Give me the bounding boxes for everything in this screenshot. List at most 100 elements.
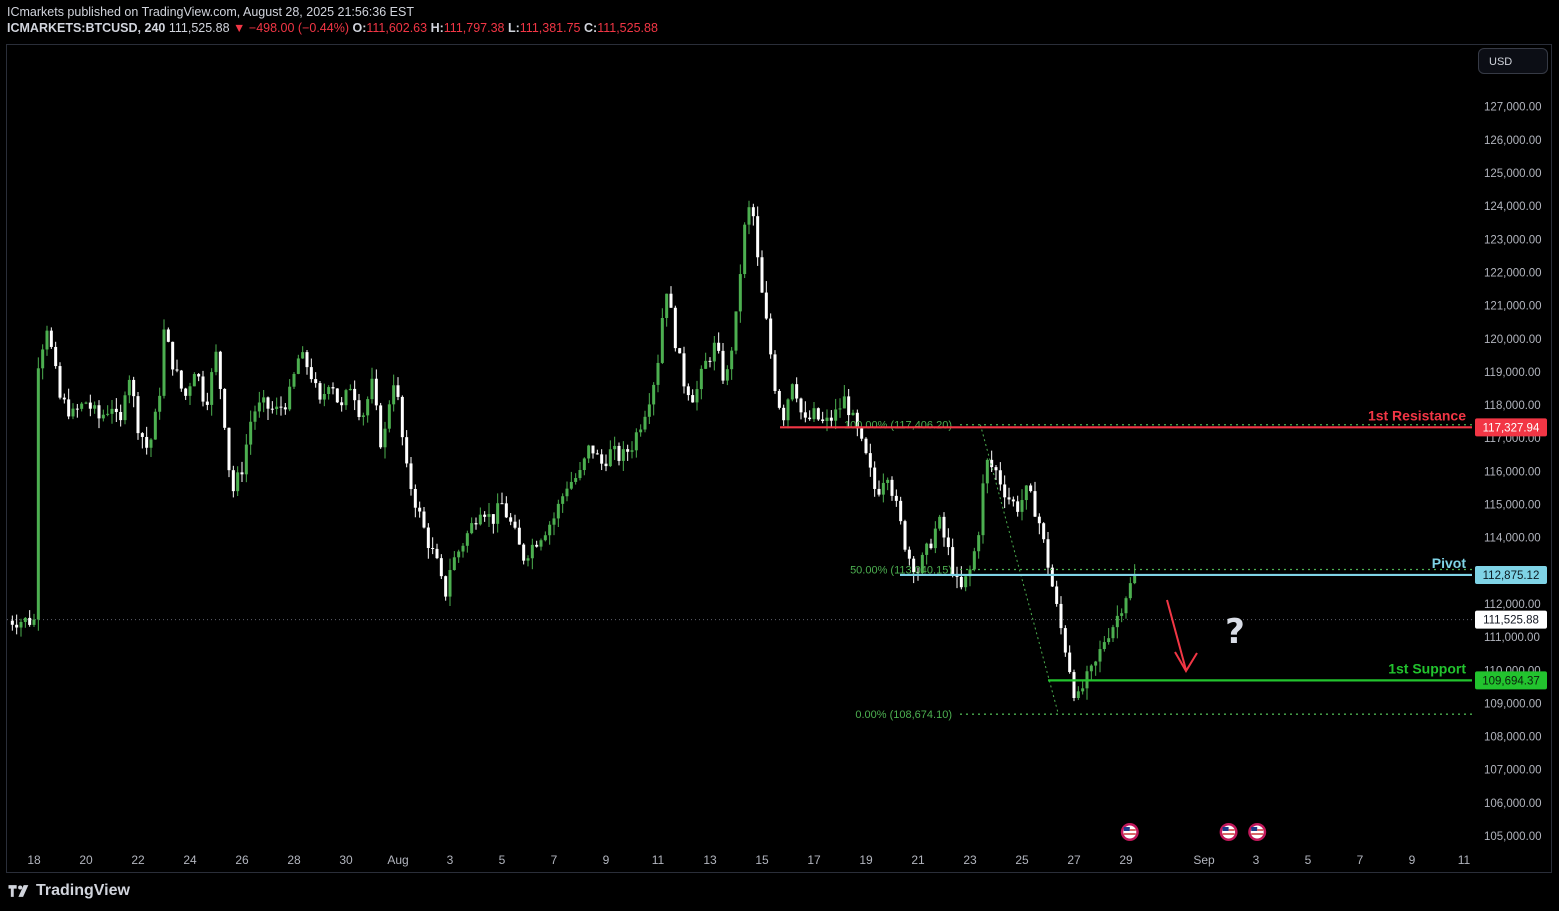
- candle-body: [357, 400, 361, 418]
- candle-body: [418, 507, 422, 512]
- y-tick-label: 105,000.00: [1484, 831, 1542, 843]
- candle-body: [925, 543, 929, 555]
- candle-body: [920, 554, 924, 574]
- candle-body: [171, 341, 175, 370]
- last-price-tag: [1475, 610, 1547, 629]
- symbol-label: ICMARKETS:BTCUSD, 240: [7, 21, 166, 35]
- candle-body: [236, 472, 240, 492]
- candle-body: [929, 543, 933, 549]
- candle-body: [582, 458, 586, 471]
- chart-frame: [6, 44, 1552, 873]
- candle-body: [1098, 649, 1102, 662]
- candle-body: [808, 417, 812, 420]
- y-tick-label: 109,000.00: [1484, 698, 1542, 710]
- publisher-line: ICmarkets published on TradingView.com, …: [7, 5, 414, 19]
- candle-body: [799, 398, 803, 413]
- candle-body: [275, 406, 279, 410]
- candle-body: [790, 384, 794, 400]
- candle-body: [465, 533, 469, 546]
- candle-body: [491, 514, 495, 524]
- candle-body: [1046, 539, 1050, 568]
- y-tick-label: 123,000.00: [1484, 234, 1542, 246]
- candle-body: [470, 523, 474, 534]
- candle-body: [673, 307, 677, 349]
- us-event-flag-canton: [1251, 827, 1258, 831]
- candle-body: [405, 437, 409, 464]
- candle-body: [959, 576, 963, 588]
- question-mark-annotation: ?: [1225, 612, 1245, 652]
- candle-body: [218, 351, 222, 389]
- candle-body: [80, 403, 84, 409]
- currency-button[interactable]: USD: [1478, 48, 1548, 74]
- candle-body: [257, 402, 261, 412]
- candle-body: [71, 408, 75, 417]
- candle-body: [123, 395, 127, 421]
- candle-body: [240, 472, 244, 475]
- candle-body: [461, 545, 465, 552]
- red-arrow-icon: [1174, 651, 1198, 673]
- candle-body: [327, 387, 331, 394]
- candle-body: [1050, 567, 1054, 587]
- y-tick-label: 125,000.00: [1484, 168, 1542, 180]
- candle-body: [344, 390, 348, 406]
- y-tick-label: 115,000.00: [1484, 500, 1541, 512]
- candle-body: [530, 544, 534, 559]
- candle-body: [305, 352, 309, 368]
- last-price-tag-text: 111,525.88: [1483, 615, 1539, 627]
- x-tick-label: 13: [703, 853, 717, 867]
- candle-body: [370, 378, 374, 400]
- candle-body: [526, 558, 530, 561]
- candle-body: [574, 478, 578, 482]
- x-tick-label: 19: [859, 853, 873, 867]
- candle-body: [565, 488, 569, 497]
- candle-body: [67, 399, 71, 417]
- candle-body: [1011, 499, 1015, 502]
- candle-body: [985, 459, 989, 484]
- candle-body: [374, 378, 378, 406]
- y-tick-label: 111,000.00: [1484, 632, 1540, 644]
- candle-body: [426, 527, 430, 549]
- x-tick-label: 24: [183, 853, 197, 867]
- y-tick-label: 119,000.00: [1484, 367, 1541, 379]
- brand-name: TradingView: [36, 882, 130, 899]
- level-name-support: 1st Support: [1388, 660, 1466, 676]
- candle-body: [106, 413, 110, 415]
- candle-body: [223, 388, 227, 428]
- candle-body: [175, 369, 179, 371]
- candle-body: [84, 402, 88, 404]
- candle-body: [340, 402, 344, 406]
- x-tick-label: Sep: [1193, 853, 1215, 867]
- high-value: 111,797.38: [443, 21, 505, 35]
- candle-body: [253, 411, 257, 422]
- candle-body: [803, 412, 807, 418]
- candle-body: [855, 412, 859, 429]
- candle-body: [166, 329, 170, 342]
- candle-body: [725, 369, 729, 381]
- candle-body: [1120, 613, 1124, 616]
- candle-body: [738, 274, 742, 312]
- candle-body: [283, 407, 287, 410]
- change-value: −498.00 (−0.44%): [248, 21, 349, 35]
- candle-body: [881, 482, 885, 495]
- candle-body: [704, 360, 708, 369]
- candle-body: [45, 330, 49, 350]
- candle-body: [97, 405, 101, 419]
- candle-body: [847, 396, 851, 416]
- candle-body: [1076, 691, 1080, 698]
- candle-body: [413, 488, 417, 508]
- candle-body: [1124, 598, 1128, 614]
- candle-body: [41, 349, 45, 369]
- candle-body: [1081, 688, 1085, 692]
- x-tick-label: 5: [1305, 853, 1312, 867]
- low-label: L:: [507, 21, 520, 35]
- candle-body: [613, 445, 617, 450]
- candle-body: [691, 395, 695, 403]
- candle-body: [734, 311, 738, 351]
- level-price-tag-resistance: [1475, 418, 1547, 437]
- change-arrow-icon: ▼: [233, 21, 246, 35]
- candle-body: [1029, 485, 1033, 492]
- candle-body: [890, 479, 894, 496]
- candle-body: [1068, 652, 1072, 673]
- x-tick-label: 30: [339, 853, 353, 867]
